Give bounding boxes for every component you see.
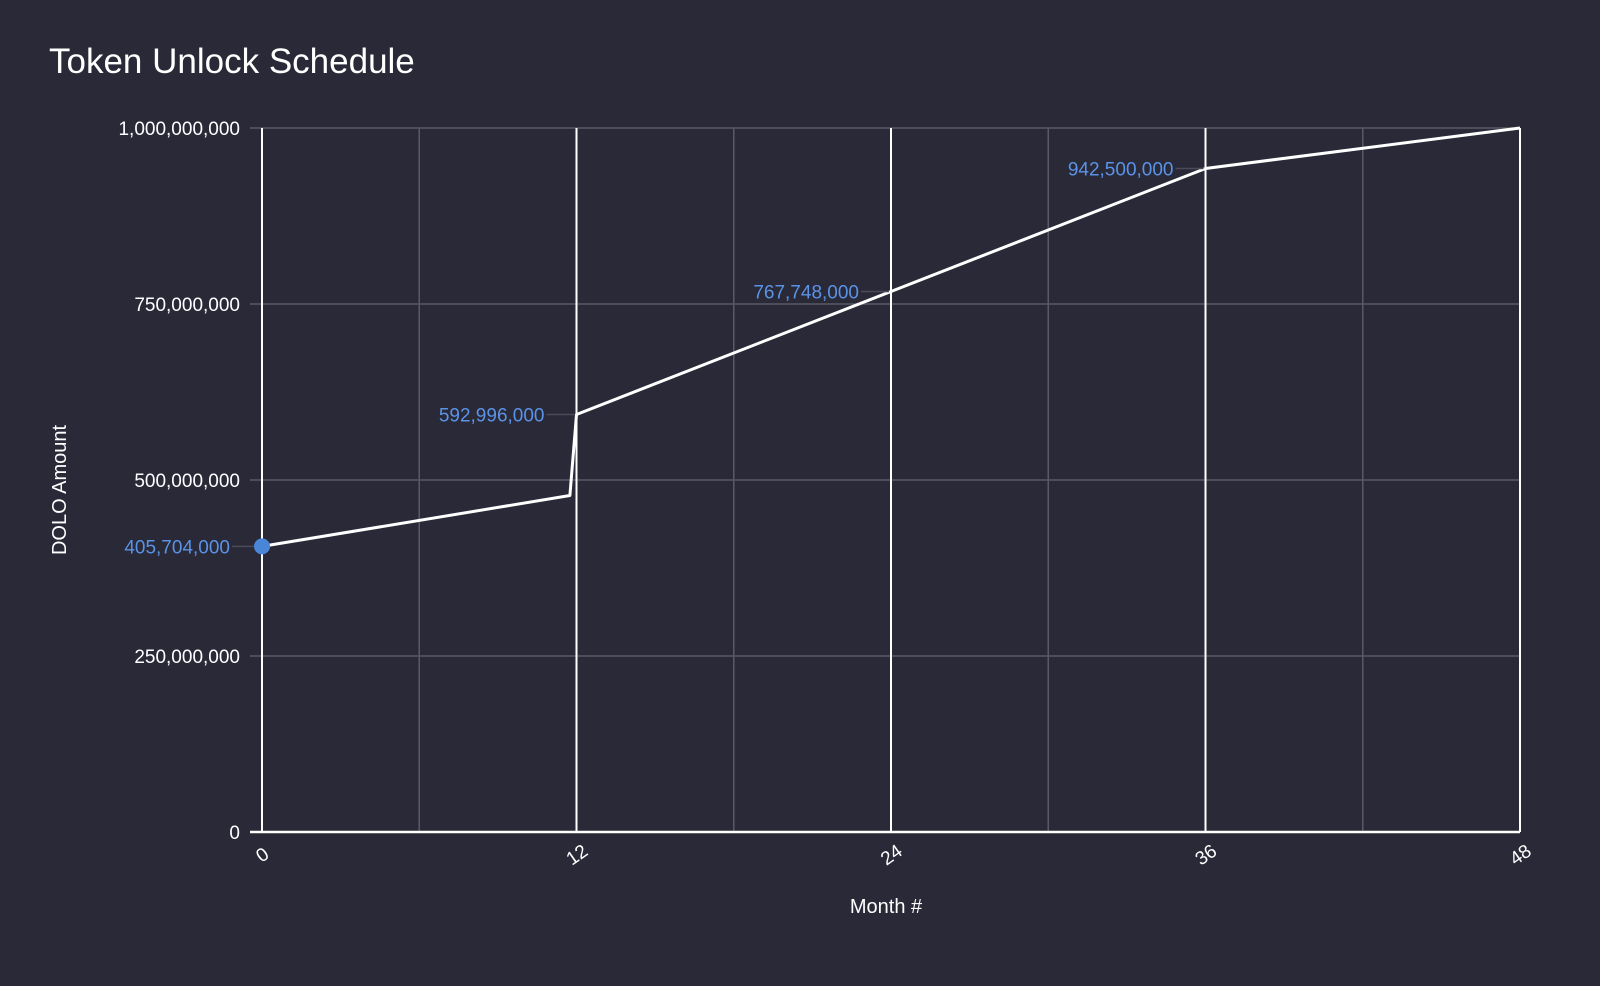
gridlines <box>250 127 1521 834</box>
data-label: 767,748,000 <box>753 283 859 304</box>
y-tick-label: 750,000,000 <box>134 295 240 316</box>
series-line[interactable] <box>261 126 1521 548</box>
y-axis-ticks: 0 250,000,000 500,000,000 750,000,000 1,000,… <box>118 119 240 844</box>
data-label: 405,704,000 <box>124 537 230 558</box>
data-label: 942,500,000 <box>1068 159 1174 180</box>
chart-title: Token Unlock Schedule <box>49 42 415 81</box>
y-tick-label: 250,000,000 <box>134 647 240 668</box>
x-axis-title: Month # <box>850 896 923 918</box>
data-label: 592,996,000 <box>439 406 545 427</box>
highlight-point[interactable] <box>254 538 270 555</box>
x-tick-label: 12 <box>563 841 592 870</box>
y-axis-title: DOLO Amount <box>49 425 71 556</box>
x-tick-label: 24 <box>877 841 907 871</box>
data-labels: 405,704,000 592,996,000 767,748,000 942,500… <box>124 159 1204 558</box>
x-tick-label: 36 <box>1192 841 1221 870</box>
y-tick-label: 0 <box>229 823 240 844</box>
y-tick-label: 1,000,000,000 <box>118 119 240 140</box>
y-tick-label: 500,000,000 <box>134 471 240 492</box>
x-tick-label: 48 <box>1506 841 1535 870</box>
x-tick-label: 0 <box>252 844 273 867</box>
x-axis-ticks: 0 12 24 36 48 <box>252 841 1535 871</box>
